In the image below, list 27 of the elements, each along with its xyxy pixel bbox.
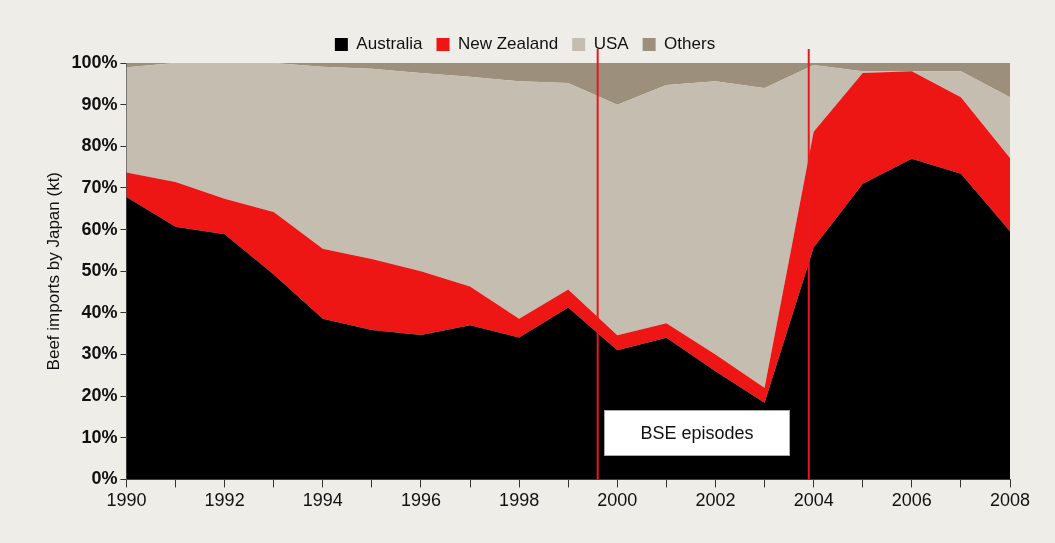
x-tick-label: 1998 <box>499 490 540 511</box>
legend-label: Others <box>664 34 716 54</box>
y-tick-label: 60% <box>81 218 118 239</box>
y-tick-label: 0% <box>91 468 118 489</box>
x-tick-label: 2004 <box>793 490 834 511</box>
x-tick-label: 1990 <box>106 490 147 511</box>
legend-label: USA <box>593 34 630 54</box>
x-tick-label: 2002 <box>695 490 736 511</box>
label-box: BSE episodes <box>604 410 790 456</box>
y-tick-label: 70% <box>81 176 118 197</box>
y-tick-label: 10% <box>81 426 118 447</box>
x-tick-label: 2000 <box>597 490 638 511</box>
y-tick-label: 20% <box>81 385 118 406</box>
x-tick-label: 2008 <box>989 490 1031 511</box>
y-tick-label: 100% <box>71 51 118 72</box>
y-tick-label: 80% <box>81 135 118 156</box>
legend-label: Australia <box>356 34 424 54</box>
y-axis-title: Beef imports by Japan (kt) <box>43 171 63 371</box>
x-tick-label: 2006 <box>891 490 932 511</box>
y-tick-label: 50% <box>81 260 118 281</box>
y-tick-label: 40% <box>81 301 118 322</box>
legend-label: New Zealand <box>458 34 559 54</box>
x-tick-label: 1996 <box>400 490 441 511</box>
y-tick-label: 90% <box>81 93 118 114</box>
x-tick-label: 1994 <box>302 490 343 511</box>
x-tick-label: 1992 <box>204 490 245 511</box>
y-tick-label: 30% <box>81 343 118 364</box>
